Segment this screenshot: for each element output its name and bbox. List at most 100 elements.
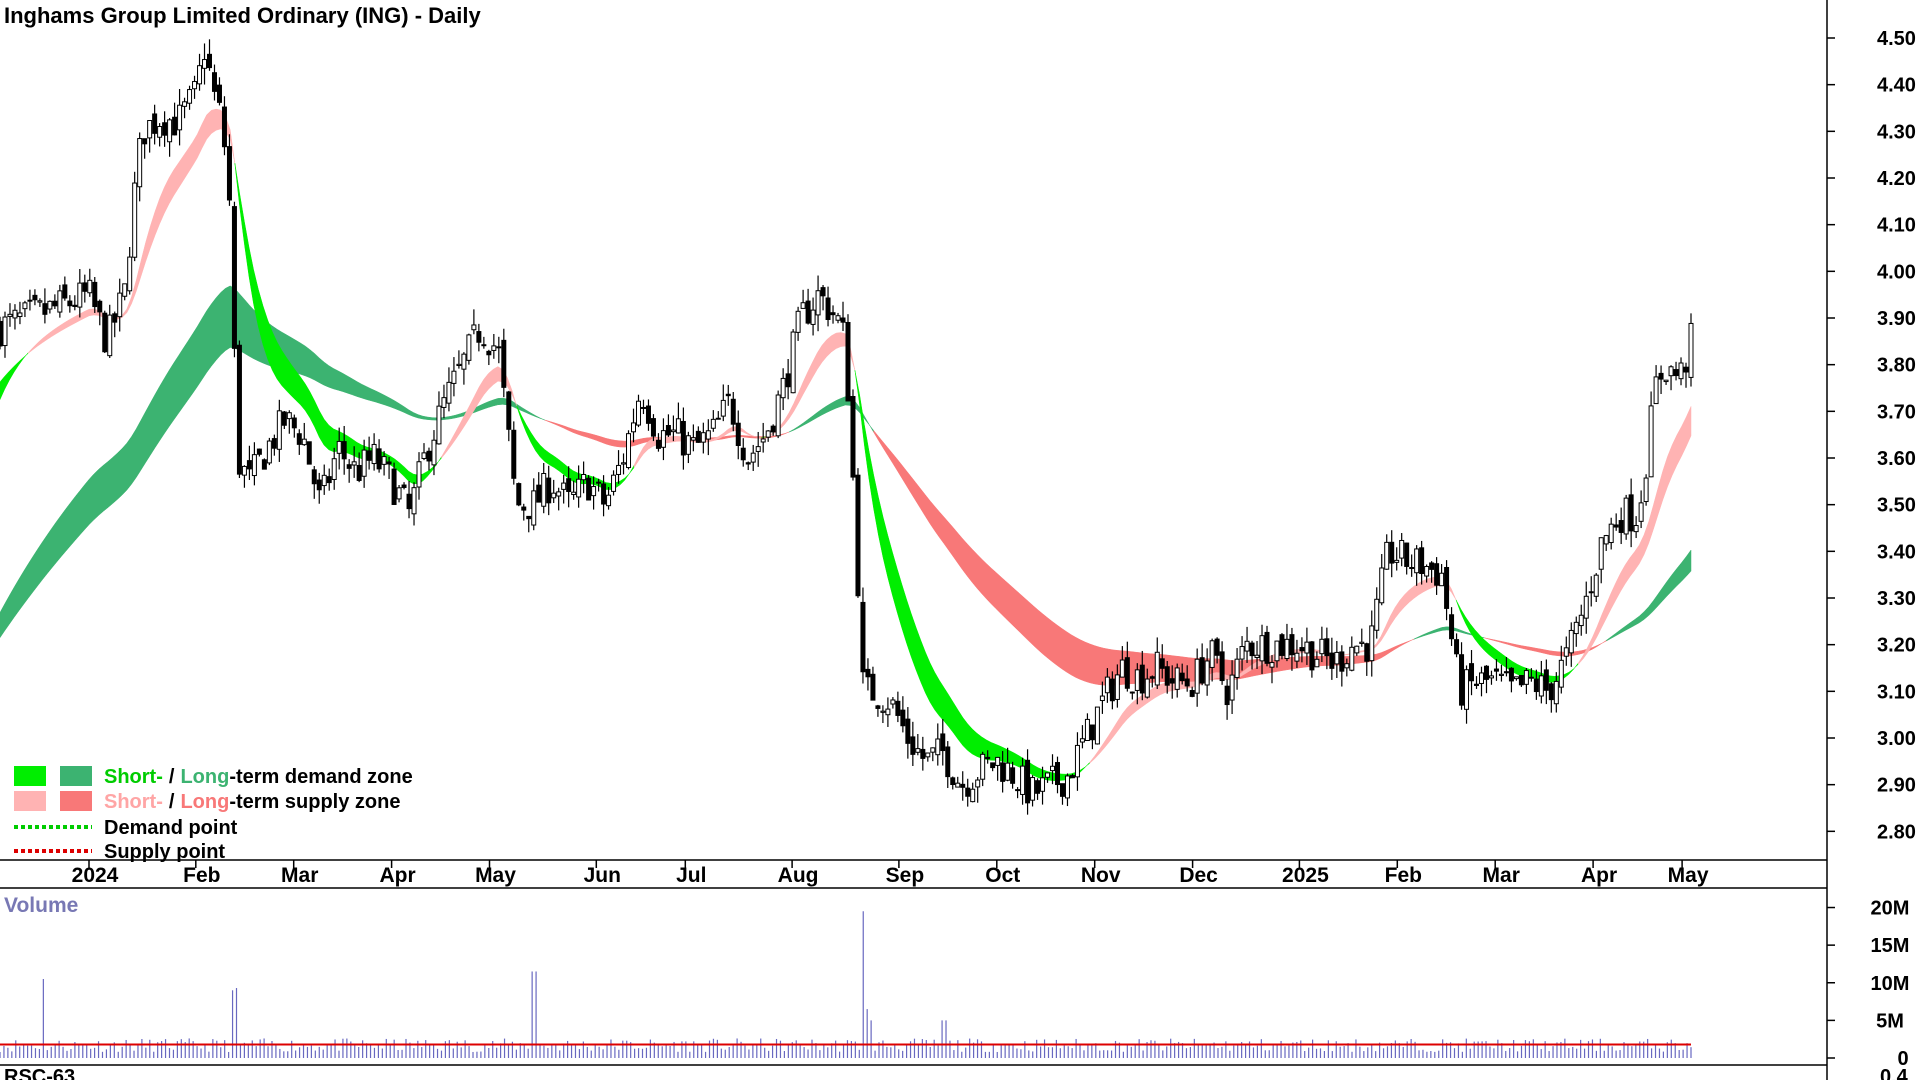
candle-up	[1573, 621, 1579, 635]
candle-down	[905, 718, 911, 744]
rsc-tick-label: 0.4	[1880, 1066, 1909, 1080]
long-term-zone-demand	[1606, 549, 1692, 642]
candle-up	[1513, 676, 1519, 680]
candle-up	[975, 779, 981, 788]
price-tick-label: 2.90	[1877, 775, 1916, 797]
candle-down	[920, 748, 926, 759]
candle-up	[1464, 669, 1470, 710]
date-tick-label: Mar	[1483, 864, 1520, 887]
candle-up	[810, 309, 816, 325]
candle-up	[1319, 638, 1325, 655]
candle-up	[336, 440, 342, 454]
candle-up	[122, 283, 128, 297]
candle-down	[256, 448, 262, 455]
candle-down	[1543, 669, 1549, 691]
candle-down	[990, 762, 996, 769]
candle-down	[650, 418, 656, 437]
candle-down	[207, 53, 213, 69]
date-tick-label: 2024	[72, 864, 119, 887]
candle-down	[1139, 664, 1145, 694]
candle-down	[1454, 639, 1460, 655]
candle-down	[1189, 690, 1195, 697]
candle-up	[1099, 695, 1105, 702]
candle-down	[97, 300, 103, 313]
candle-up	[1294, 652, 1300, 662]
candle-down	[102, 312, 108, 353]
candle-up	[1129, 691, 1135, 694]
candle-up	[466, 334, 472, 361]
price-tick-label: 3.40	[1877, 541, 1916, 563]
candle-up	[1040, 777, 1046, 792]
candle-up	[461, 353, 467, 370]
candle-up	[1144, 678, 1150, 698]
candle-down	[1069, 775, 1075, 779]
candle-down	[526, 515, 532, 520]
candle-up	[57, 290, 63, 313]
candle-down	[1299, 647, 1305, 652]
candle-up	[37, 300, 43, 303]
candle-up	[1424, 566, 1430, 577]
candle-up	[177, 104, 183, 131]
candle-down	[401, 484, 407, 488]
legend-supply-short: Short-	[104, 791, 163, 813]
short-term-zone-supply	[1578, 406, 1692, 665]
candle-down	[67, 300, 73, 307]
candle-up	[1578, 614, 1584, 627]
candle-up	[1488, 675, 1494, 679]
candle-up	[1563, 647, 1569, 657]
candle-down	[82, 282, 88, 292]
candle-down	[341, 441, 347, 460]
candle-down	[366, 450, 372, 461]
candle-up	[1374, 598, 1380, 631]
candle-up	[416, 461, 422, 488]
candle-up	[371, 443, 377, 465]
candle-down	[870, 673, 876, 701]
candle-down	[162, 122, 168, 136]
candle-down	[1548, 683, 1554, 701]
legend-demand-sep: /	[169, 766, 175, 788]
candle-down	[770, 425, 776, 433]
candle-down	[346, 464, 352, 469]
candle-up	[606, 494, 612, 507]
candle-up	[167, 119, 173, 143]
candle-up	[1643, 477, 1649, 503]
candle-up	[1344, 663, 1350, 669]
candle-down	[481, 344, 487, 347]
candle-up	[885, 708, 891, 716]
candle-up	[1498, 673, 1504, 676]
candle-down	[1419, 547, 1425, 574]
candle-up	[660, 430, 666, 448]
candle-up	[1134, 669, 1140, 691]
candle-down	[1444, 567, 1450, 609]
candle-down	[1109, 678, 1115, 702]
price-tick-label: 3.10	[1877, 681, 1916, 703]
date-tick-label: May	[475, 864, 516, 887]
candle-down	[42, 303, 48, 315]
candle-down	[1673, 369, 1679, 377]
candle-up	[1439, 572, 1445, 587]
candle-up	[715, 417, 721, 420]
candle-up	[1154, 651, 1160, 686]
candle-down	[1184, 678, 1190, 687]
candle-up	[1254, 654, 1260, 659]
candle-up	[182, 101, 188, 107]
candle-down	[910, 736, 916, 755]
candle-down	[216, 84, 222, 103]
candle-down	[1309, 641, 1315, 671]
candle-up	[431, 439, 437, 466]
candle-down	[945, 746, 951, 778]
candle-up	[915, 748, 921, 753]
candle-up	[1244, 640, 1250, 652]
candle-down	[1533, 678, 1539, 693]
candle-up	[675, 418, 681, 434]
price-tick-label: 4.10	[1877, 215, 1916, 237]
candle-down	[1010, 767, 1016, 784]
candle-up	[147, 120, 153, 139]
candle-up	[1314, 658, 1320, 668]
candle-down	[211, 72, 217, 92]
candle-down	[261, 459, 267, 470]
candle-up	[1079, 738, 1085, 743]
candle-up	[1648, 405, 1654, 478]
candle-up	[790, 331, 796, 394]
candle-up	[117, 292, 123, 318]
